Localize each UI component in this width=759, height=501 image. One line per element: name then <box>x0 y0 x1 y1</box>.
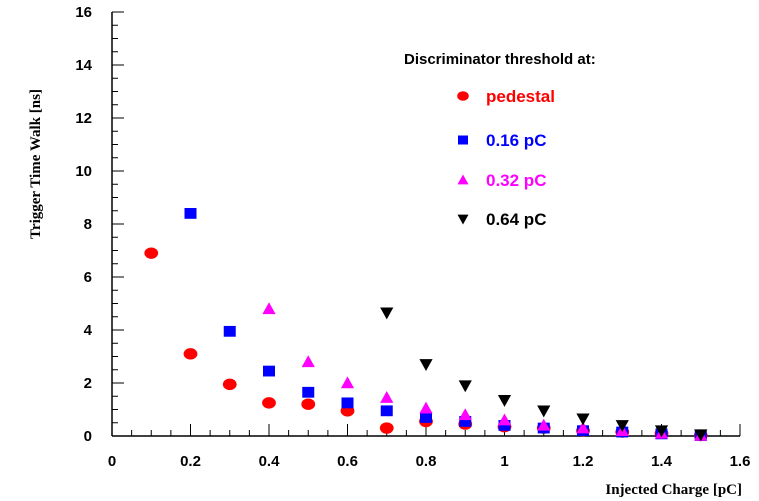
x-axis-title: Injected Charge [pC] <box>605 482 742 498</box>
data-points <box>144 208 708 442</box>
data-point <box>498 420 511 431</box>
y-tick-label: 8 <box>84 216 92 233</box>
data-point <box>419 401 433 414</box>
series-1 <box>184 208 707 441</box>
data-point <box>223 325 236 337</box>
data-point <box>380 307 394 320</box>
y-tick-label: 6 <box>84 269 92 286</box>
x-tick-label: 0.4 <box>259 453 281 470</box>
data-point <box>654 425 669 438</box>
legend-label: 0.32 pC <box>486 171 546 190</box>
data-point <box>262 302 276 315</box>
y-tick-label: 2 <box>84 375 92 392</box>
data-point <box>537 418 551 431</box>
data-point <box>497 413 512 426</box>
x-tick-label: 1.2 <box>573 453 594 470</box>
data-point <box>615 420 629 432</box>
data-point <box>302 386 315 398</box>
data-point <box>379 422 394 434</box>
data-point <box>497 394 512 407</box>
data-point <box>458 408 472 421</box>
data-point <box>263 365 275 377</box>
data-point <box>576 413 590 426</box>
y-tick-label: 10 <box>75 163 92 180</box>
data-point <box>380 390 394 403</box>
y-axis-title: Trigger Time Walk [ns] <box>28 89 44 239</box>
data-point <box>419 359 433 372</box>
y-tick-label: 14 <box>75 57 92 74</box>
plot-frame <box>111 12 740 437</box>
y-tick-label: 4 <box>84 322 93 339</box>
data-point <box>144 247 159 259</box>
x-tick-label: 0.6 <box>337 453 358 470</box>
y-axis: 0 2 4 6 8 10 12 14 16 <box>75 4 124 445</box>
legend-label: pedestal <box>486 87 555 106</box>
data-point <box>341 397 354 409</box>
data-point <box>537 405 551 418</box>
data-point <box>458 380 472 393</box>
x-tick-label: 0 <box>108 453 116 470</box>
x-tick-label: 1 <box>500 453 508 470</box>
series-2 <box>262 302 708 441</box>
data-point <box>301 355 315 368</box>
x-tick-label: 0.8 <box>416 453 437 470</box>
y-tick-label: 16 <box>75 4 92 21</box>
series-3 <box>380 307 708 442</box>
data-point <box>576 421 590 434</box>
legend-marker <box>457 174 469 185</box>
data-point <box>184 208 197 219</box>
data-point <box>694 429 708 442</box>
data-point <box>380 405 393 417</box>
data-point <box>183 348 198 360</box>
legend-label: 0.64 pC <box>486 210 546 229</box>
data-point <box>340 376 355 389</box>
y-tick-label: 12 <box>75 110 92 127</box>
legend-marker <box>457 214 469 225</box>
data-point <box>262 397 276 409</box>
x-tick-label: 0.2 <box>180 453 201 470</box>
data-point <box>420 412 432 423</box>
legend: Discriminator threshold at: pedestal 0.16… <box>404 51 596 229</box>
legend-title: Discriminator threshold at: <box>404 51 596 68</box>
legend-marker <box>458 135 468 145</box>
data-point <box>459 416 472 427</box>
data-point <box>301 398 316 410</box>
data-point <box>222 378 237 391</box>
legend-marker <box>457 91 469 101</box>
y-tick-label: 0 <box>84 428 92 445</box>
x-tick-label: 1.6 <box>730 453 751 470</box>
x-axis: 0 0.2 0.4 0.6 0.8 1 1.2 1.4 1.6 <box>108 424 751 470</box>
x-tick-label: 1.4 <box>651 453 673 470</box>
legend-label: 0.16 pC <box>486 131 546 150</box>
